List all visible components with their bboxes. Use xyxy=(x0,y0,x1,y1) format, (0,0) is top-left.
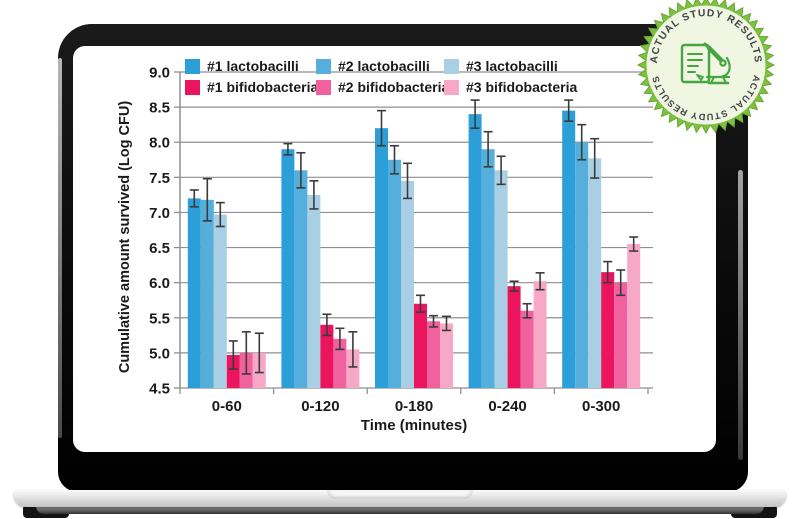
bar xyxy=(601,272,615,388)
bar xyxy=(281,149,295,388)
y-tick-label: 5.5 xyxy=(149,310,170,327)
legend-swatch xyxy=(316,79,331,95)
x-tick-label: 0-180 xyxy=(395,398,433,415)
bar xyxy=(427,321,440,388)
error-bars xyxy=(189,99,639,375)
legend-item: #2 lactobacilli xyxy=(316,57,444,75)
bar xyxy=(494,170,508,388)
bar xyxy=(307,194,321,388)
y-tick-label: 6.5 xyxy=(149,240,170,257)
laptop-base-notch xyxy=(327,490,473,499)
bar xyxy=(627,244,641,388)
bar xyxy=(533,281,547,388)
x-tick-label: 0-120 xyxy=(301,398,339,415)
legend-item: #1 bifidobacteria xyxy=(185,78,319,96)
legend-item: #1 lactobacilli xyxy=(185,57,316,75)
chart-plot-area: 4.5 5.0 5.5 6.0 6.5 7.0 7.5 8.0 8.5 9.0 0-60 0-120 0… xyxy=(149,65,653,416)
bar xyxy=(562,110,576,388)
y-tick-label: 7.5 xyxy=(149,170,170,187)
legend-label: #2 lactobacilli xyxy=(338,58,430,74)
bar xyxy=(346,349,360,388)
bar xyxy=(588,158,602,388)
laptop-screen: 4.5 5.0 5.5 6.0 6.5 7.0 7.5 8.0 8.5 9.0 0-60 0-120 0… xyxy=(73,46,716,452)
x-axis-title: Time (minutes) xyxy=(360,417,468,434)
bar xyxy=(333,338,347,388)
tick-labels: 4.5 5.0 5.5 6.0 6.5 7.0 7.5 8.0 8.5 9.0 0-60 0-120 0… xyxy=(149,65,620,416)
bar xyxy=(414,303,427,388)
bar-chart: 4.5 5.0 5.5 6.0 6.5 7.0 7.5 8.0 8.5 9.0 0-60 0-120 0… xyxy=(73,46,716,452)
legend-label: #1 bifidobacteria xyxy=(207,79,319,95)
document-microscope-icon xyxy=(680,42,731,85)
laptop-right-edge-highlight xyxy=(738,170,743,460)
y-tick-label: 6.0 xyxy=(149,275,170,292)
bar xyxy=(294,170,308,388)
bar xyxy=(375,128,388,388)
y-axis-title: Cumulative amount survived (Log CFU) xyxy=(117,100,133,374)
y-tick-label: 8.0 xyxy=(149,135,170,152)
y-tick-label: 9.0 xyxy=(149,65,170,82)
bar xyxy=(575,142,589,388)
legend-swatch xyxy=(185,79,200,95)
legend-swatch xyxy=(185,58,200,74)
bar xyxy=(440,323,453,388)
bar xyxy=(320,324,334,388)
bar xyxy=(507,286,521,388)
legend-item: #3 lactobacilli xyxy=(444,57,577,75)
bar xyxy=(614,282,628,388)
bar xyxy=(520,310,534,388)
legend-item: #2 bifidobacteria xyxy=(316,78,449,96)
bar xyxy=(401,180,414,388)
x-tick-label: 0-240 xyxy=(488,398,526,415)
axes xyxy=(174,71,649,394)
bar xyxy=(481,149,495,388)
x-tick-label: 0-60 xyxy=(212,398,242,415)
y-tick-label: 7.0 xyxy=(149,205,170,222)
legend-swatch xyxy=(444,79,459,95)
x-tick-label: 0-300 xyxy=(582,398,620,415)
laptop-left-edge-highlight xyxy=(58,58,62,438)
legend-swatch xyxy=(444,58,459,74)
bar xyxy=(187,198,201,388)
laptop-base xyxy=(14,490,786,507)
y-tick-label: 4.5 xyxy=(149,381,170,398)
chart-legend: #1 lactobacilli #2 lactobacilli #3 lactoba… xyxy=(185,57,577,96)
legend-label: #1 lactobacilli xyxy=(207,58,299,74)
legend-label: #3 lactobacilli xyxy=(466,58,558,74)
bar xyxy=(226,354,240,388)
study-results-badge: ACTUAL STUDY RESULTS ~ ACTUAL STUDY RESU… xyxy=(631,0,776,135)
bar xyxy=(213,214,227,388)
y-tick-label: 5.0 xyxy=(149,345,170,362)
badge-inner-circle xyxy=(646,5,766,125)
bar xyxy=(468,114,482,388)
bar xyxy=(200,199,214,388)
legend-label: #3 bifidobacteria xyxy=(466,79,578,95)
legend-item: #3 bifidobacteria xyxy=(444,78,577,96)
y-tick-label: 8.5 xyxy=(149,100,170,117)
legend-label: #2 bifidobacteria xyxy=(338,79,450,95)
legend-swatch xyxy=(316,58,331,74)
bar xyxy=(388,159,401,388)
bars xyxy=(187,110,641,388)
laptop-base-bottom xyxy=(36,506,764,514)
